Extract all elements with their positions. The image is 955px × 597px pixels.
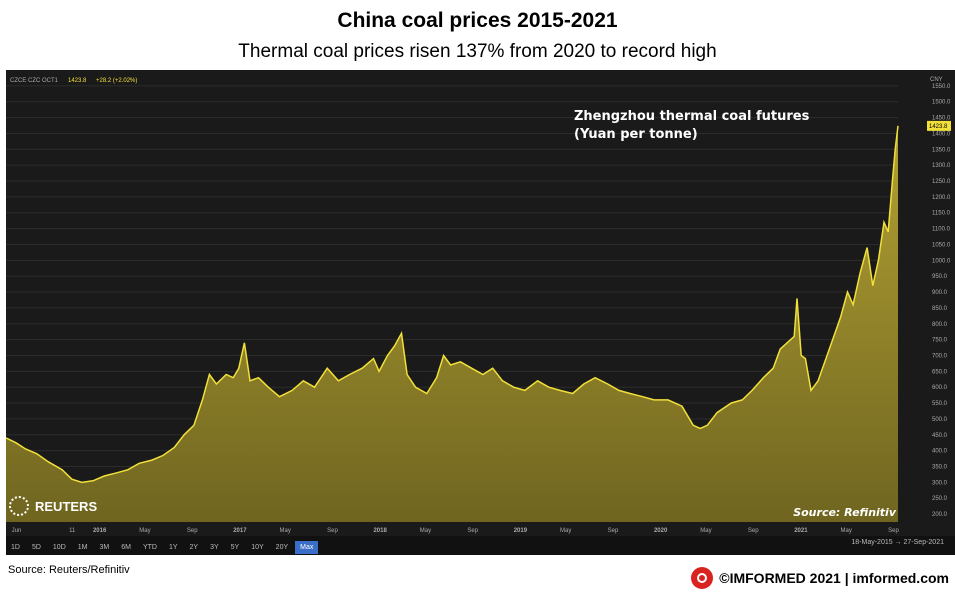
range-button-1m[interactable]: 1M xyxy=(77,544,88,551)
price-chart[interactable]: CZCE CZC OCT1 1423.8 +28.2 (+2.02%) CNY … xyxy=(6,70,955,536)
y-tick-label: 1350.0 xyxy=(932,147,951,153)
y-tick-label: 800.0 xyxy=(932,322,948,328)
range-button-5y[interactable]: 5Y xyxy=(230,544,240,551)
y-tick-label: 1450.0 xyxy=(932,116,951,122)
price-line xyxy=(6,125,899,484)
x-tick-label: 2016 xyxy=(93,528,107,534)
y-tick-label: 1000.0 xyxy=(932,258,951,264)
y-tick-label: 300.0 xyxy=(932,480,948,486)
date-range-display[interactable]: 18-May-2015 → 27-Sep-2021 xyxy=(851,539,944,546)
range-button-1d[interactable]: 1D xyxy=(11,544,20,551)
y-tick-label: 1100.0 xyxy=(932,227,951,233)
y-tick-label: 200.0 xyxy=(932,512,948,518)
x-tick-label: Jun xyxy=(12,528,22,534)
y-tick-label: 1550.0 xyxy=(932,84,951,90)
y-tick-label: 950.0 xyxy=(932,274,948,280)
reuters-wordmark: REUTERS xyxy=(35,498,98,514)
x-tick-label: 2018 xyxy=(373,528,387,534)
range-button-3m[interactable]: 3M xyxy=(99,544,110,551)
y-tick-label: 600.0 xyxy=(932,385,948,391)
brand-text: ©IMFORMED 2021 | imformed.com xyxy=(719,570,949,586)
x-tick-label: 2019 xyxy=(514,528,528,534)
x-tick-label: Sep xyxy=(327,528,338,534)
range-button-3y[interactable]: 3Y xyxy=(210,544,219,551)
y-tick-label: 400.0 xyxy=(932,449,948,455)
y-tick-label: 500.0 xyxy=(932,417,948,423)
footer-brand: ©IMFORMED 2021 | imformed.com xyxy=(691,567,949,589)
x-tick-label: Sep xyxy=(888,528,899,534)
x-tick-label: May xyxy=(420,528,431,534)
y-tick-label: 750.0 xyxy=(932,338,948,344)
y-tick-label: 250.0 xyxy=(932,496,948,502)
ticker-label: CZCE CZC OCT1 xyxy=(10,78,59,84)
x-tick-label: 2017 xyxy=(233,528,247,534)
y-tick-label: 900.0 xyxy=(932,290,948,296)
last-price-badge xyxy=(927,120,951,131)
chart-title: China coal prices 2015-2021 xyxy=(337,9,618,32)
x-tick-label: May xyxy=(139,528,150,534)
y-tick-label: 350.0 xyxy=(932,464,948,470)
y-tick-label: 1050.0 xyxy=(932,242,951,248)
y-tick-label: 1200.0 xyxy=(932,195,951,201)
y-tick-label: 650.0 xyxy=(932,369,948,375)
x-tick-label: May xyxy=(279,528,290,534)
range-button-max[interactable]: Max xyxy=(295,541,319,554)
x-tick-label: Sep xyxy=(187,528,198,534)
series-unit-label: (Yuan per tonne) xyxy=(574,127,698,142)
range-toolbar: 1D 5D 10D 1M 3M 6M YTD 1Y 2Y 3Y 5Y 10Y 20Y Max 18-May… xyxy=(6,536,955,555)
series-label: Zhengzhou thermal coal futures xyxy=(574,109,810,124)
chart-panel[interactable]: CZCE CZC OCT1 1423.8 +28.2 (+2.02%) CNY … xyxy=(6,70,955,555)
last-price-text: 1423.8 xyxy=(929,124,948,130)
currency-label: CNY xyxy=(930,77,943,83)
y-tick-label: 700.0 xyxy=(932,353,948,359)
y-tick-label: 1400.0 xyxy=(932,131,951,137)
x-tick-label: Sep xyxy=(467,528,478,534)
reuters-logo: REUTERS xyxy=(9,496,97,516)
y-tick-label: 1250.0 xyxy=(932,179,951,185)
range-button-1y[interactable]: 1Y xyxy=(168,544,178,551)
range-button-6m[interactable]: 6M xyxy=(121,544,131,551)
y-tick-label: 1500.0 xyxy=(932,100,951,106)
x-tick-label: May xyxy=(840,528,851,534)
range-button-2y[interactable]: 2Y xyxy=(189,544,199,551)
y-tick-label: 1150.0 xyxy=(932,211,951,217)
x-tick-label: May xyxy=(700,528,711,534)
x-tick-label: May xyxy=(560,528,571,534)
in-chart-source: Source: Refinitiv xyxy=(793,506,897,519)
range-button-20y[interactable]: 20Y xyxy=(275,544,289,551)
x-tick-label: 2020 xyxy=(654,528,668,534)
y-tick-label: 450.0 xyxy=(932,433,948,439)
ticker-change: +28.2 (+2.02%) xyxy=(96,78,137,84)
x-tick-label: Sep xyxy=(608,528,619,534)
reuters-dots-icon xyxy=(9,496,29,516)
x-tick-label: 11 xyxy=(69,528,76,534)
y-tick-label: 1300.0 xyxy=(932,163,951,169)
imformed-logo-icon xyxy=(691,567,714,589)
price-area xyxy=(6,125,898,523)
footer-source: Source: Reuters/Refinitiv xyxy=(8,564,130,576)
ticker-value: 1423.8 xyxy=(68,78,87,84)
x-tick-label: 2021 xyxy=(794,528,808,534)
x-tick-label: Sep xyxy=(748,528,759,534)
range-button-10y[interactable]: 10Y xyxy=(251,544,264,551)
y-tick-label: 850.0 xyxy=(932,306,948,312)
y-tick-label: 550.0 xyxy=(932,401,948,407)
range-button-5d[interactable]: 5D xyxy=(31,544,41,551)
range-button-ytd[interactable]: YTD xyxy=(142,544,157,551)
chart-subtitle: Thermal coal prices risen 137% from 2020… xyxy=(238,41,717,62)
range-button-10d[interactable]: 10D xyxy=(52,544,66,551)
